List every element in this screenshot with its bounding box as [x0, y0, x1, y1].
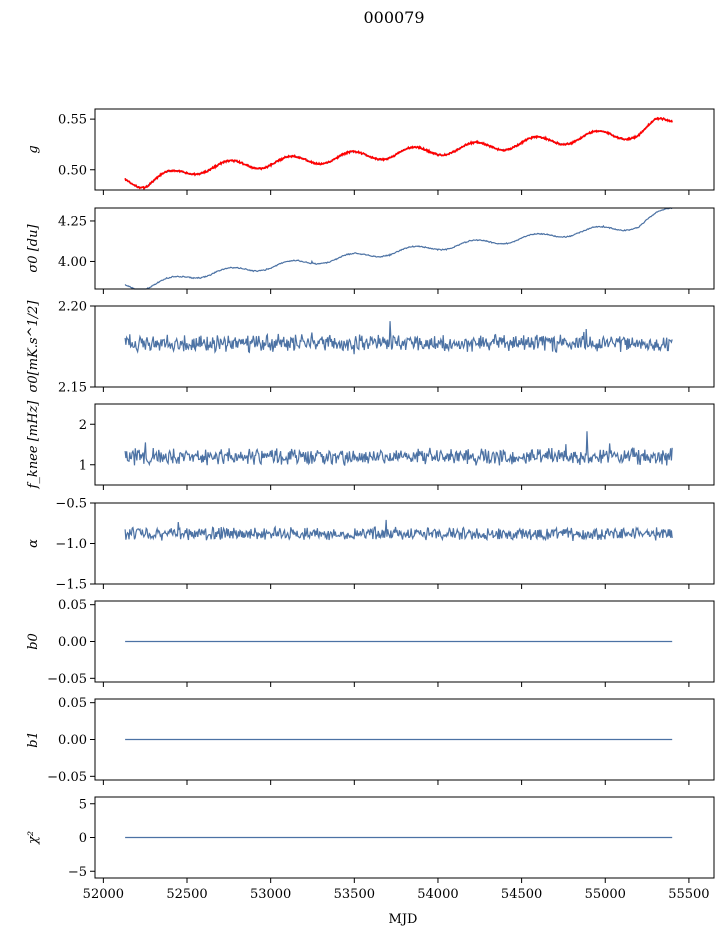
axes-frame: [94, 502, 715, 585]
panel-5: −1.5 −1.0 −0.5 α: [26, 497, 715, 593]
y-axis-label: g: [26, 145, 41, 153]
panel-8: −5 0 5 χ² 52000 52500 53000 53500 54000 54500 5500…: [26, 796, 715, 902]
panels: 0.50 0.55 g 4.00 4.25 σ0 [du] 2.15 2.20 σ0[mK.s^…: [26, 108, 715, 902]
axes-frame: [94, 403, 715, 486]
x-tick-label: 53500: [334, 887, 375, 902]
y-tick-label: 5: [79, 797, 87, 812]
y-tick-label: 0.05: [58, 598, 87, 613]
x-tick-label: 55000: [585, 887, 626, 902]
y-axis-label: σ0[mK.s^1/2]: [26, 300, 41, 393]
figure-title: 000079: [363, 8, 424, 27]
panel-1: 0.50 0.55 g: [26, 108, 715, 195]
series-line: [124, 321, 673, 355]
x-tick-label: 53000: [250, 887, 291, 902]
y-tick-label: −0.05: [47, 672, 87, 687]
y-tick-label: −5: [68, 865, 87, 880]
y-tick-label: 0.50: [58, 163, 87, 178]
axes-frame: [94, 207, 715, 290]
y-tick-label: 0.00: [58, 635, 87, 650]
y-tick-label: 2.15: [58, 381, 87, 396]
y-axis-label: χ²: [26, 831, 41, 845]
x-tick-label: 54000: [417, 887, 458, 902]
y-tick-label: −0.05: [47, 770, 87, 785]
y-tick-label: 0.05: [58, 696, 87, 711]
y-tick-label: 2.20: [58, 300, 87, 315]
y-axis-label: b1: [26, 731, 41, 748]
x-tick-label: 52500: [166, 887, 207, 902]
series-line: [124, 431, 673, 467]
overlay-series-line: [124, 116, 673, 191]
panel-2: 4.00 4.25 σ0 [du]: [26, 207, 715, 294]
y-axis-label: b0: [26, 633, 41, 650]
panel-3: 2.15 2.20 σ0[mK.s^1/2]: [26, 300, 715, 396]
y-tick-label: −0.5: [55, 497, 87, 512]
x-tick-label: 55500: [668, 887, 709, 902]
y-tick-label: 1: [79, 458, 87, 473]
series-line: [124, 207, 673, 290]
x-tick-label: 52000: [83, 887, 124, 902]
panel-6: −0.05 0.00 0.05 b0: [26, 598, 715, 687]
panel-7: −0.05 0.00 0.05 b1: [26, 696, 715, 785]
axes-frame: [94, 108, 715, 191]
y-tick-label: 4.00: [58, 255, 87, 270]
y-axis-label: f_knee [mHz]: [26, 400, 41, 490]
y-tick-label: 0.55: [58, 113, 87, 128]
y-tick-label: 4.25: [58, 214, 87, 229]
x-axis-label: MJD: [389, 912, 418, 927]
y-tick-label: −1.0: [55, 537, 87, 552]
y-tick-label: −1.5: [55, 578, 87, 593]
axes-frame: [94, 305, 715, 388]
series-line: [124, 519, 673, 542]
panel-4: 1 2 f_knee [mHz]: [26, 400, 715, 490]
x-tick-label: 54500: [501, 887, 542, 902]
y-axis-label: σ0 [du]: [26, 224, 41, 273]
y-tick-label: 0.00: [58, 733, 87, 748]
y-axis-label: α: [26, 539, 41, 548]
y-tick-label: 0: [79, 831, 87, 846]
y-tick-label: 2: [79, 418, 87, 433]
